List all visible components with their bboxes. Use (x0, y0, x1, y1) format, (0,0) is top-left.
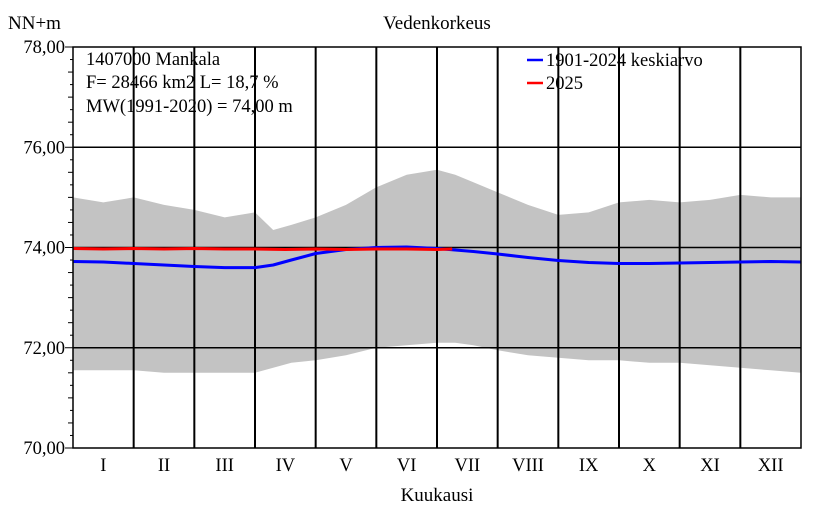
y-tick-label: 70,00 (23, 439, 65, 459)
station-info-line: F= 28466 km2 L= 18,7 % (86, 73, 279, 93)
x-axis-label: Kuukausi (401, 485, 474, 506)
x-axis: I II III IV V VI VII VIII IX X XI XII (100, 456, 783, 476)
y-tick-label: 74,00 (23, 239, 65, 259)
x-tick-label: V (339, 456, 353, 476)
station-info: 1407000 Mankala F= 28466 km2 L= 18,7 % M… (86, 50, 293, 117)
y-tick-label: 72,00 (23, 339, 65, 359)
y-tick-label: 76,00 (23, 138, 65, 158)
legend-label-series-1: 2025 (546, 74, 583, 94)
station-info-line: 1407000 Mankala (86, 50, 220, 70)
x-tick-label: VII (454, 456, 480, 476)
x-tick-label: II (158, 456, 170, 476)
series-lines (72, 245, 802, 270)
x-tick-label: III (215, 456, 233, 476)
station-info-line: MW(1991-2020) = 74,00 m (86, 97, 293, 117)
series-line-1 (72, 247, 453, 251)
x-tick-label: XII (758, 456, 784, 476)
chart-title: Vedenkorkeus (383, 13, 491, 34)
x-tick-label: IV (276, 456, 296, 476)
x-tick-label: XI (700, 456, 720, 476)
legend: 1901-2024 keskiarvo 2025 (527, 51, 703, 94)
x-tick-label: I (100, 456, 106, 476)
x-tick-label: VI (397, 456, 417, 476)
y-tick-label: 78,00 (23, 38, 65, 58)
legend-label-series-0: 1901-2024 keskiarvo (546, 51, 703, 71)
x-tick-label: IX (579, 456, 599, 476)
x-tick-label: X (643, 456, 657, 476)
y-axis: 70,00 72,00 74,00 76,00 78,00 (23, 38, 73, 459)
y-axis-label: NN+m (8, 13, 61, 34)
x-tick-label: VIII (512, 456, 544, 476)
